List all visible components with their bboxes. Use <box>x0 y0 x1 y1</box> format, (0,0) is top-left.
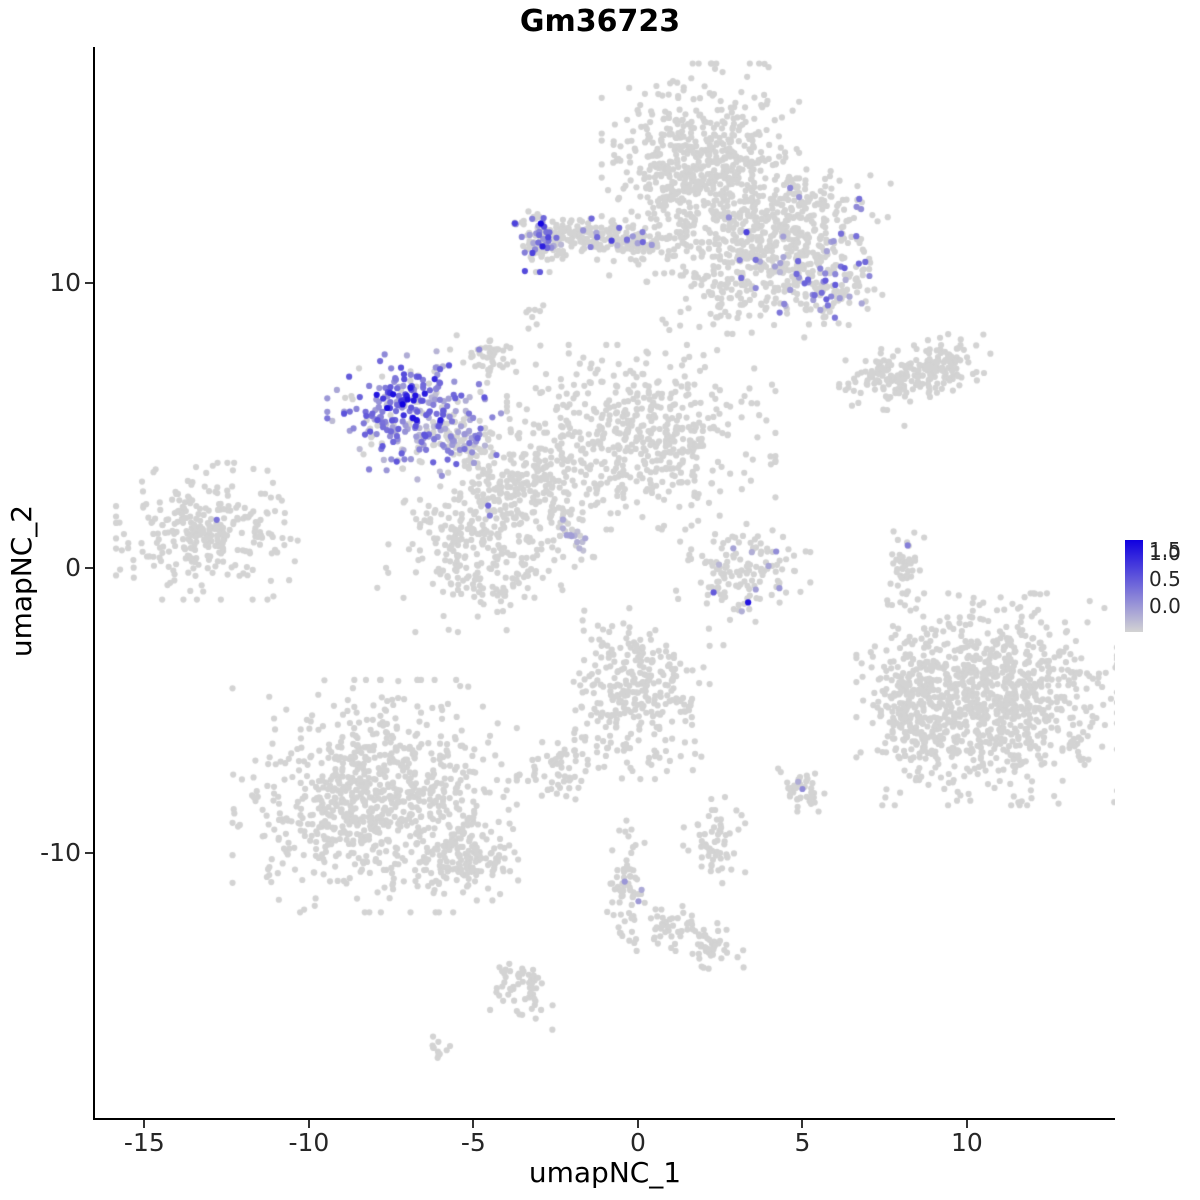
chart-title: Gm36723 <box>519 4 681 39</box>
x-tick-mark <box>636 1120 639 1128</box>
x-tick-label: -10 <box>288 1128 330 1157</box>
y-tick-label: -10 <box>40 838 81 868</box>
umap-scatter-canvas <box>95 47 1115 1118</box>
y-tick-mark <box>85 567 93 570</box>
x-tick-label: 0 <box>629 1128 646 1157</box>
legend-label: 1.5 <box>1149 538 1181 562</box>
x-tick-mark <box>472 1120 475 1128</box>
y-axis-label: umapNC_2 <box>5 504 38 658</box>
legend-label: 1.0 <box>1149 541 1181 565</box>
x-tick-label: -5 <box>460 1128 486 1157</box>
x-tick-mark <box>143 1120 146 1128</box>
y-tick-mark <box>85 852 93 855</box>
x-tick-label: -15 <box>123 1128 165 1157</box>
x-tick-mark <box>965 1120 968 1128</box>
y-tick-label: 0 <box>65 553 81 583</box>
x-tick-label: 10 <box>951 1128 983 1157</box>
x-tick-mark <box>801 1120 804 1128</box>
legend-label: 0.5 <box>1149 567 1181 591</box>
legend-label: 0.0 <box>1149 594 1181 618</box>
colorbar-legend: 1.5 1.0 0.5 0.0 <box>1123 540 1199 640</box>
colorbar-gradient <box>1125 540 1143 632</box>
x-tick-label: 5 <box>794 1128 811 1157</box>
y-tick-mark <box>85 282 93 285</box>
plot-panel <box>93 47 1115 1120</box>
x-axis-label: umapNC_1 <box>528 1156 682 1189</box>
x-tick-mark <box>307 1120 310 1128</box>
y-tick-label: 10 <box>49 268 81 298</box>
